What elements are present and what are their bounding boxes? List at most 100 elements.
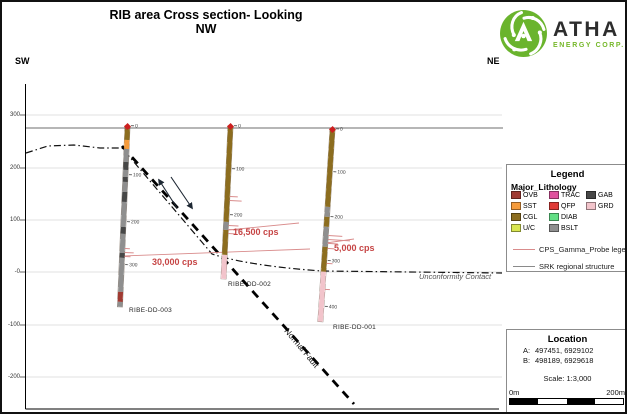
unconformity-contact-label: Unconformity Contact <box>419 272 492 281</box>
elevation-label: -200 <box>7 373 20 380</box>
depth-tick-label: 0 <box>335 126 342 132</box>
logo-company-name: ATHA <box>553 17 620 41</box>
compass-ne-label: NE <box>487 56 500 66</box>
legend-line-1: SRK regional structure <box>513 262 614 271</box>
drillhole-label: RIBE-DD-003 <box>129 307 173 314</box>
lithology-swatch-BSLT <box>549 224 559 232</box>
location-title: Location <box>547 334 588 345</box>
elevation-label: 200 <box>9 164 20 171</box>
lithology-segment-GRD <box>220 254 227 279</box>
lithology-segment-BSLT <box>119 233 126 253</box>
location-point-coords: 498189, 6929618 <box>535 356 594 365</box>
lithology-swatch-CGL <box>511 213 521 221</box>
depth-tick-label: 200 <box>127 219 140 225</box>
legend-item-label: GAB <box>598 191 613 199</box>
location-point-coords: 497451, 6929102 <box>535 346 594 355</box>
gamma-spike <box>326 247 335 250</box>
unconformity-contact-line <box>25 144 503 274</box>
gamma-spike <box>327 234 342 237</box>
page-title: RIB area Cross section- Looking NW <box>109 8 303 36</box>
location-point-label: A: <box>523 346 531 355</box>
atha-logo: ATHA ENERGY CORP. <box>499 9 625 58</box>
gamma-spike <box>324 288 330 291</box>
lithology-segment-CGL <box>323 216 329 227</box>
legend-line-swatch <box>513 266 535 267</box>
depth-tick-label: 200 <box>330 214 343 221</box>
legend-item-CGL: CGL <box>511 213 537 221</box>
gamma-spike <box>229 200 242 202</box>
elevation-label: 300 <box>9 111 20 118</box>
legend-title: Legend <box>550 169 585 180</box>
depth-tick-label: 100 <box>231 166 244 172</box>
depth-tick-label: 400 <box>324 304 337 311</box>
lithology-segment-OVB <box>117 291 124 302</box>
legend-item-BSLT: BSLT <box>549 224 578 232</box>
legend-item-OVB: OVB <box>511 191 538 199</box>
legend-item-SST: SST <box>511 202 537 210</box>
scalebar-segment <box>510 399 539 404</box>
depth-tick-label: 0 <box>233 123 240 129</box>
scalebar-right-label: 200m <box>606 388 625 397</box>
lithology-legend-items: OVB TRAC GAB SST QFP GRD CGL DIAB U/C BSLT <box>511 191 625 233</box>
legend-item-label: CGL <box>523 213 538 221</box>
legend-item-label: U/C <box>523 224 536 232</box>
legend-panel: Legend Major_Lithology OVB TRAC GAB SST QFP G… <box>506 164 627 272</box>
legend-line-label: SRK regional structure <box>539 262 615 271</box>
elevation-label: -100 <box>7 321 20 328</box>
location-coordinates: A: 497451, 6929102 B: 498189, 6929618 <box>507 346 625 365</box>
depth-tick-label: 100 <box>129 172 142 178</box>
lithology-segment-CGL <box>223 125 233 223</box>
depth-tick-label: 200 <box>229 212 242 218</box>
gamma-spike <box>124 255 131 258</box>
drillhole-RIBE-DD-003: 0 100 200 300 <box>117 122 141 307</box>
scalebar-segment <box>566 399 595 404</box>
lithology-segment-CGL <box>324 128 335 208</box>
legend-subtitle: Major_Lithology <box>511 182 577 192</box>
cps-line-30000 <box>122 248 311 257</box>
lithology-swatch-SST <box>511 202 521 210</box>
drillhole-label: RIBE-DD-002 <box>228 281 272 288</box>
lithology-swatch-TRAC <box>549 191 559 199</box>
gamma-spike <box>327 238 350 242</box>
scale-text: Scale: 1:3,000 <box>543 374 592 383</box>
lithology-segment-BSLT <box>123 148 130 163</box>
lithology-segment-CGL <box>124 128 130 141</box>
location-row: B: 498189, 6929618 <box>523 356 625 365</box>
lithology-segment-SST <box>124 139 130 150</box>
gamma-spike <box>124 247 130 250</box>
scalebar-segment <box>538 399 567 404</box>
scalebar-left-label: 0m <box>509 388 520 397</box>
drillhole-label: RIBE-DD-001 <box>333 324 377 331</box>
logo-company-subtitle: ENERGY CORP. <box>553 41 625 49</box>
legend-item-label: GRD <box>598 202 614 210</box>
legend-item-label: DIAB <box>561 213 578 221</box>
legend-item-label: SST <box>523 202 537 210</box>
lithology-segment-BSLT <box>117 301 123 307</box>
elevation-label: 100 <box>9 216 20 223</box>
normal-fault-label: Normal Fault <box>282 326 322 370</box>
lithology-segment-GAB <box>121 191 128 203</box>
legend-item-TRAC: TRAC <box>549 191 580 199</box>
legend-item-label: OVB <box>523 191 538 199</box>
scalebar-segment <box>594 399 623 404</box>
lithology-segment-CGL <box>320 246 328 272</box>
lithology-swatch-DIAB <box>549 213 559 221</box>
legend-item-QFP: QFP <box>549 202 575 210</box>
atha-logo-icon <box>500 10 547 57</box>
depth-tick-label: 300 <box>125 262 138 268</box>
drillhole-RIBE-DD-001: 0 100 200 300 400 <box>317 125 350 322</box>
lithology-swatch-GRD <box>586 202 596 210</box>
legend-item-label: BSLT <box>561 224 578 232</box>
gamma-spike <box>326 262 333 265</box>
depth-tick-label: 100 <box>333 169 346 176</box>
elevation-label: -0 <box>14 268 20 275</box>
compass-sw-label: SW <box>15 56 30 66</box>
cps-annotation: 5,000 cps <box>334 243 375 253</box>
lithology-segment-CGL <box>221 229 228 255</box>
cps-annotation: 16,500 cps <box>233 227 279 237</box>
legend-item-GAB: GAB <box>586 191 613 199</box>
scalebar <box>509 398 624 405</box>
legend-line-0: CPS_Gamma_Probe legend <box>513 245 627 254</box>
legend-line-label: CPS_Gamma_Probe legend <box>539 245 627 254</box>
